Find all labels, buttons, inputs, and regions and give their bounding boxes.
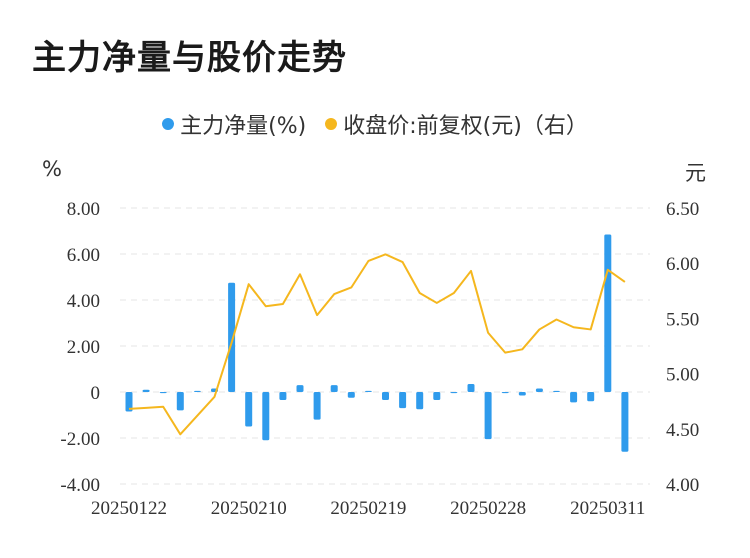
y-right-tick-label: 4.50 <box>666 420 699 441</box>
x-tick-label: 20250219 <box>330 498 406 519</box>
bar <box>228 282 236 392</box>
y-left-tick-label: 0 <box>91 383 101 404</box>
y-left-tick-label: -2.00 <box>60 429 100 450</box>
legend-item-bar[interactable]: 主力净量(%) <box>162 108 306 140</box>
bar <box>450 392 458 394</box>
legend-item-line[interactable]: 收盘价:前复权(元)（右） <box>325 108 588 140</box>
bar <box>193 390 201 392</box>
bar <box>245 392 253 427</box>
x-tick-label: 20250210 <box>211 498 287 519</box>
bar <box>553 390 560 392</box>
bar <box>587 392 595 402</box>
x-tick-label: 20250228 <box>450 498 526 519</box>
bar <box>296 385 304 392</box>
y-left-tick-label: 8.00 <box>67 199 100 220</box>
chart-title: 主力净量与股价走势 <box>32 38 347 78</box>
bar <box>604 234 612 392</box>
bar <box>364 390 372 392</box>
y-left-tick-label: 6.00 <box>67 245 100 266</box>
bar <box>484 392 492 440</box>
y-left-tick-label: 4.00 <box>67 291 100 312</box>
x-tick-label: 20250311 <box>570 498 645 519</box>
price-line <box>128 253 626 436</box>
legend-bar-label: 主力净量(%) <box>180 114 307 139</box>
y-right-tick-label: 6.00 <box>666 254 699 275</box>
bar <box>399 392 407 409</box>
legend-line-marker <box>325 118 338 130</box>
bar <box>125 392 133 412</box>
bar <box>416 392 424 410</box>
bar <box>518 392 526 396</box>
left-axis-unit: % <box>42 157 62 181</box>
y-right-tick-label: 4.00 <box>666 475 699 496</box>
bar <box>382 392 389 401</box>
bar <box>347 392 355 398</box>
bar <box>433 392 441 401</box>
x-tick-label: 20250122 <box>91 498 167 519</box>
bar <box>621 392 629 452</box>
y-right-tick-label: 5.50 <box>666 309 699 330</box>
y-right-tick-label: 5.00 <box>666 365 699 386</box>
right-axis-unit: 元 <box>685 161 706 185</box>
bar <box>570 392 578 403</box>
legend-bar-marker <box>162 118 175 130</box>
bar <box>467 383 475 392</box>
bar <box>262 392 270 441</box>
bar <box>330 385 338 392</box>
bar <box>313 392 321 420</box>
legend-line-label: 收盘价:前复权(元)（右） <box>343 114 588 139</box>
bar <box>176 392 184 411</box>
y-right-tick-label: 6.50 <box>666 199 699 220</box>
bar <box>501 392 509 394</box>
bar <box>159 392 167 394</box>
y-left-tick-label: -4.00 <box>60 475 100 496</box>
bar <box>142 389 150 392</box>
y-left-tick-label: 2.00 <box>67 337 100 358</box>
bar <box>279 392 287 401</box>
legend: 主力净量(%) 收盘价:前复权(元)（右） <box>0 108 750 140</box>
bar <box>535 388 543 392</box>
